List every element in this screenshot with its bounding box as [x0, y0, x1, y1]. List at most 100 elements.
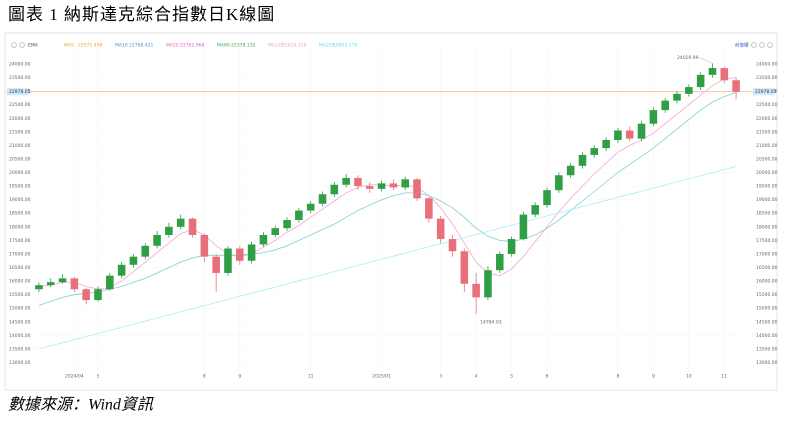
x-tick-label: 8 — [616, 374, 619, 380]
y-tick-label-right: 20500.00 — [756, 156, 778, 162]
candle-body — [696, 74, 705, 88]
y-tick-label: 15500.00 — [9, 292, 31, 298]
y-tick-label: 21000.00 — [9, 143, 31, 149]
x-tick-label: 9 — [238, 374, 241, 380]
candle-body — [224, 248, 232, 273]
chart-title: 圖表 1 納斯達克綜合指數日K線圖 — [8, 5, 275, 24]
x-tick-label: 8 — [203, 374, 206, 380]
y-tick-label: 20500.00 — [9, 156, 31, 162]
candle-body — [117, 264, 126, 276]
y-tick-label: 17000.00 — [9, 251, 31, 257]
candle-body — [590, 148, 599, 155]
adjust-label: 前復權 — [735, 42, 749, 49]
price-tag-right-box — [753, 88, 775, 96]
y-tick-label: 18000.00 — [9, 224, 31, 230]
candle-body — [732, 80, 740, 92]
candle-body — [389, 183, 398, 188]
ma-line — [38, 77, 737, 290]
x-tick-label: 2024/04 — [65, 374, 84, 380]
candle-body — [472, 283, 480, 298]
y-tick-label-right: 15000.00 — [756, 306, 778, 312]
y-tick-label-right: 16500.00 — [756, 265, 778, 271]
y-tick-label: 13500.00 — [9, 346, 31, 352]
y-tick-label-right: 14500.00 — [756, 319, 778, 325]
y-tick-label-right: 13000.00 — [756, 360, 778, 366]
candle-body — [495, 253, 504, 271]
y-tick-label: 15000.00 — [9, 306, 31, 312]
candle-body — [35, 285, 43, 290]
legend-name: MA5 — [64, 43, 74, 49]
candle-body — [720, 68, 729, 81]
candle-body — [236, 248, 244, 261]
candle-body — [70, 278, 79, 290]
candle-body — [436, 218, 445, 240]
candle-body — [365, 186, 374, 189]
legend-value: 22378.132 — [231, 43, 255, 49]
y-tick-label-right: 21500.00 — [756, 129, 778, 135]
y-tick-label-right: 14000.00 — [756, 333, 778, 339]
x-tick-label: 4 — [475, 374, 478, 380]
candle-body — [543, 190, 551, 206]
y-tick-label-right: 22500.00 — [756, 102, 778, 108]
candle-body — [578, 154, 587, 166]
y-tick-label: 16500.00 — [9, 265, 31, 271]
candle-body — [141, 245, 150, 257]
x-tick-label: 11 — [721, 374, 727, 380]
x-tick-label: 5 — [97, 374, 100, 380]
legend-value: 22971.498 — [78, 43, 102, 49]
legend-name: MA20 — [166, 43, 179, 49]
candle-body — [708, 68, 717, 75]
y-tick-label-right: 21000.00 — [756, 143, 778, 149]
y-tick-label: 22000.00 — [9, 116, 31, 122]
legend-name: MA120 — [268, 43, 284, 49]
candle-body — [602, 139, 610, 149]
y-tick-label: 14000.00 — [9, 333, 31, 339]
y-tick-label: 21500.00 — [9, 129, 31, 135]
x-tick-label: 6 — [546, 374, 549, 380]
candle-body — [318, 194, 327, 204]
candle-body — [200, 234, 209, 257]
tool-icon — [767, 42, 773, 48]
ma-line — [38, 92, 737, 306]
tool-icon — [759, 42, 765, 48]
price-tag-left-box — [7, 88, 29, 96]
candle-body — [259, 234, 268, 245]
y-tick-label-right: 17000.00 — [756, 251, 778, 257]
candle-body — [460, 251, 469, 284]
annotation: 24019.99 — [677, 55, 699, 61]
legend-value: 19893.178 — [333, 43, 357, 49]
legend-value: 21628.318 — [282, 43, 306, 49]
y-tick-label: 22500.00 — [9, 102, 31, 108]
y-tick-label-right: 22000.00 — [756, 116, 778, 122]
x-tick-label: 3 — [439, 374, 442, 380]
candle-body — [129, 256, 138, 265]
y-tick-label-right: 19500.00 — [756, 184, 778, 190]
candle-body — [448, 239, 457, 252]
candle-body — [413, 179, 421, 199]
legend-icon — [11, 42, 17, 48]
legend-value: 22768.421 — [129, 43, 153, 49]
x-tick-label: 10 — [686, 374, 692, 380]
legend-name: MA250 — [319, 43, 335, 49]
y-tick-label: 16000.00 — [9, 279, 31, 285]
candle-body — [306, 203, 315, 211]
candle-body — [649, 110, 658, 124]
candle-body — [283, 220, 291, 229]
candle-body — [661, 100, 669, 111]
x-tick-label: 2025/01 — [372, 374, 391, 380]
y-tick-label-right: 18500.00 — [756, 211, 778, 217]
candle-body — [342, 177, 350, 185]
y-tick-label-right: 16000.00 — [756, 279, 778, 285]
candle-body — [94, 289, 102, 301]
annotation-leader — [699, 57, 713, 64]
candle-body — [354, 177, 362, 187]
y-tick-label-right: 23500.00 — [756, 75, 778, 81]
candle-body — [637, 123, 646, 139]
legend-name: MA60 — [217, 43, 230, 49]
candle-body — [425, 198, 433, 219]
candle-body — [519, 214, 528, 240]
candle-body — [625, 130, 634, 139]
candle-body — [555, 175, 563, 191]
y-tick-label-right: 18000.00 — [756, 224, 778, 230]
